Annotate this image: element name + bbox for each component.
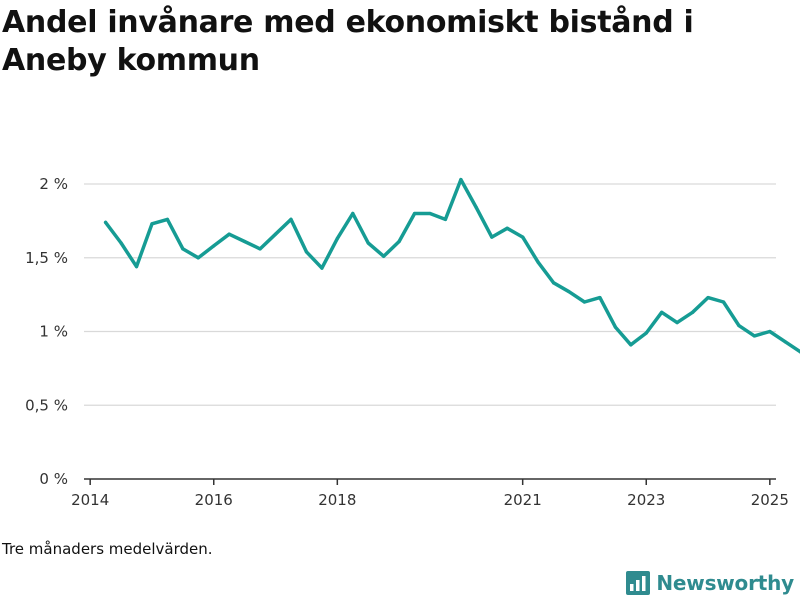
data-point bbox=[660, 310, 664, 314]
data-point bbox=[567, 290, 571, 294]
data-point bbox=[783, 340, 787, 344]
data-point bbox=[459, 177, 463, 182]
data-point bbox=[536, 260, 540, 264]
data-point bbox=[675, 321, 679, 325]
x-tick-label: 2014 bbox=[71, 491, 109, 509]
data-point bbox=[490, 235, 494, 239]
data-point bbox=[104, 220, 108, 224]
data-point bbox=[644, 331, 648, 335]
data-point bbox=[212, 244, 216, 248]
data-point bbox=[690, 310, 695, 314]
data-point bbox=[181, 247, 185, 251]
data-point bbox=[598, 295, 602, 300]
data-point bbox=[382, 254, 386, 258]
x-tick-label: 2025 bbox=[751, 491, 789, 509]
data-point bbox=[196, 256, 200, 260]
series-line bbox=[103, 177, 800, 354]
data-point bbox=[165, 217, 170, 221]
y-tick-label: 1,5 % bbox=[25, 249, 68, 267]
data-point bbox=[721, 300, 726, 304]
data-point bbox=[706, 295, 710, 300]
chart-note: Tre månaders medelvärden. bbox=[2, 540, 213, 558]
data-point bbox=[258, 247, 262, 251]
x-tick-label: 2016 bbox=[195, 491, 233, 509]
data-point bbox=[335, 236, 339, 241]
data-point bbox=[752, 334, 756, 338]
data-point bbox=[289, 217, 293, 221]
x-tick-label: 2018 bbox=[318, 491, 356, 509]
series-layer bbox=[103, 177, 800, 354]
grid-lines bbox=[84, 183, 776, 406]
data-point bbox=[629, 343, 633, 347]
data-point bbox=[443, 217, 448, 221]
data-point bbox=[412, 211, 417, 216]
data-point bbox=[551, 281, 556, 285]
data-point bbox=[243, 239, 247, 244]
data-point bbox=[227, 232, 231, 236]
data-point bbox=[366, 241, 370, 245]
data-point bbox=[474, 206, 478, 210]
data-point bbox=[119, 241, 123, 245]
brand-logo: Newsworthy bbox=[626, 568, 794, 598]
data-point bbox=[351, 211, 355, 216]
data-point bbox=[613, 325, 617, 329]
data-point bbox=[737, 324, 741, 328]
axes: 0 % 0,5 % 1 % 1,5 % 2 % 2014 2016 2018 2021 2023 2… bbox=[25, 175, 789, 509]
data-point bbox=[397, 239, 401, 244]
chart-title: Andel invånare med ekonomiskt bistånd i … bbox=[2, 5, 694, 78]
brand-name: Newsworthy bbox=[656, 571, 794, 595]
data-point bbox=[150, 222, 154, 226]
newsworthy-logo-icon bbox=[626, 571, 651, 595]
data-point bbox=[768, 329, 772, 334]
data-point bbox=[428, 211, 432, 216]
x-tick-label: 2023 bbox=[627, 491, 665, 509]
data-point bbox=[273, 232, 278, 236]
data-point bbox=[521, 235, 525, 239]
y-tick-label: 2 % bbox=[39, 175, 68, 193]
data-point bbox=[304, 250, 309, 254]
data-point bbox=[134, 265, 139, 269]
data-point bbox=[505, 226, 509, 230]
y-tick-label: 0,5 % bbox=[25, 396, 68, 414]
x-tick-label: 2021 bbox=[504, 491, 542, 509]
y-tick-label: 1 % bbox=[39, 323, 68, 341]
data-point bbox=[582, 300, 587, 304]
data-point bbox=[320, 266, 324, 270]
y-tick-label: 0 % bbox=[39, 470, 68, 488]
